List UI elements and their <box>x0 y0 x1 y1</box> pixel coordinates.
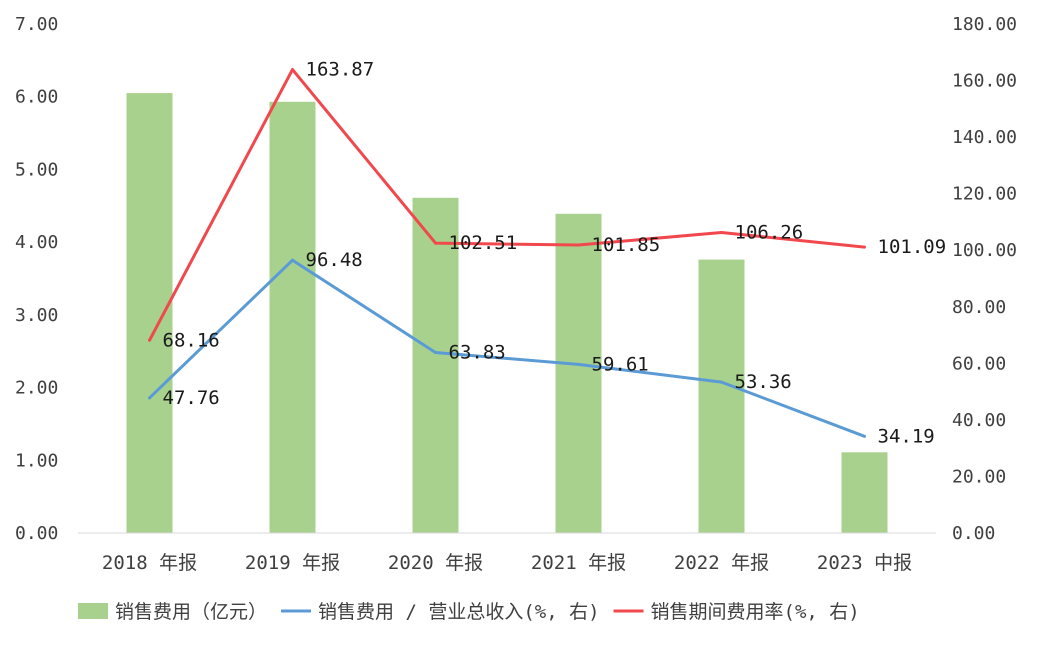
bar <box>555 213 602 533</box>
legend-label: 销售费用 / 营业总收入(%, 右) <box>318 601 600 623</box>
data-point <box>577 362 580 366</box>
legend-label: 销售期间费用率(%, 右) <box>651 601 860 623</box>
data-label: 96.48 <box>306 249 363 271</box>
bar-series <box>126 93 888 533</box>
right-tick-label: 120.00 <box>952 184 1017 205</box>
bar <box>841 452 888 533</box>
left-tick-label: 6.00 <box>15 87 58 108</box>
left-tick-label: 5.00 <box>15 159 58 180</box>
data-label: 102.51 <box>449 232 518 254</box>
data-label: 163.87 <box>306 59 375 81</box>
data-label: 47.76 <box>163 387 220 409</box>
left-tick-label: 4.00 <box>15 232 58 253</box>
legend: 销售费用（亿元） 销售费用 / 营业总收入(%, 右) 销售期间费用率(%, 右) <box>78 601 860 623</box>
data-point <box>577 243 580 247</box>
left-tick-label: 1.00 <box>15 450 58 471</box>
left-tick-label: 3.00 <box>15 305 58 326</box>
category-label: 2023 中报 <box>817 552 912 574</box>
category-label: 2022 年报 <box>674 552 769 574</box>
bar <box>269 101 316 533</box>
series-line <box>148 258 866 438</box>
data-label: 106.26 <box>735 222 804 244</box>
x-axis: 2018 年报 2019 年报 2020 年报 2021 年报 2022 年报 2023 … <box>78 532 936 574</box>
data-point <box>291 68 294 72</box>
right-tick-label: 40.00 <box>952 410 1006 431</box>
data-point <box>434 351 437 355</box>
category-label: 2018 年报 <box>102 552 197 574</box>
data-label: 101.85 <box>592 234 661 256</box>
right-tick-label: 140.00 <box>952 127 1017 148</box>
right-tick-label: 20.00 <box>952 466 1006 487</box>
right-tick-label: 100.00 <box>952 240 1017 261</box>
data-label: 59.61 <box>592 353 649 375</box>
line-series <box>148 68 866 438</box>
left-tick-label: 0.00 <box>15 523 58 544</box>
category-label: 2021 年报 <box>531 552 626 574</box>
bar <box>698 259 745 533</box>
data-point <box>720 231 723 235</box>
data-point <box>863 245 866 249</box>
data-labels: 47.76 96.48 63.83 59.61 53.36 34.19 68.16 163.8… <box>163 59 947 448</box>
right-tick-label: 180.00 <box>952 14 1017 35</box>
data-label: 101.09 <box>878 236 947 258</box>
series-line <box>148 68 865 342</box>
data-point <box>863 434 866 438</box>
left-tick-label: 2.00 <box>15 378 58 399</box>
data-label: 34.19 <box>878 425 935 447</box>
right-tick-label: 80.00 <box>952 297 1006 318</box>
category-label: 2019 年报 <box>245 552 340 574</box>
bar <box>412 197 459 533</box>
data-label: 63.83 <box>449 342 506 364</box>
legend-swatch <box>78 603 108 619</box>
data-point <box>720 380 723 384</box>
data-point <box>434 241 437 245</box>
legend-label: 销售费用（亿元） <box>115 601 267 623</box>
right-tick-label: 60.00 <box>952 353 1006 374</box>
left-axis: 0.00 1.00 2.00 3.00 4.00 5.00 6.00 7.00 <box>15 14 58 544</box>
data-label: 53.36 <box>735 371 792 393</box>
data-point <box>148 396 151 400</box>
right-axis: 0.00 20.00 40.00 60.00 80.00 100.00 120.00 140.… <box>952 14 1017 544</box>
left-tick-label: 7.00 <box>15 14 58 35</box>
data-label: 68.16 <box>163 329 220 351</box>
data-point <box>148 338 151 342</box>
right-tick-label: 160.00 <box>952 71 1017 92</box>
bar <box>126 93 173 533</box>
right-tick-label: 0.00 <box>952 523 995 544</box>
category-label: 2020 年报 <box>388 552 483 574</box>
data-point <box>291 258 294 262</box>
